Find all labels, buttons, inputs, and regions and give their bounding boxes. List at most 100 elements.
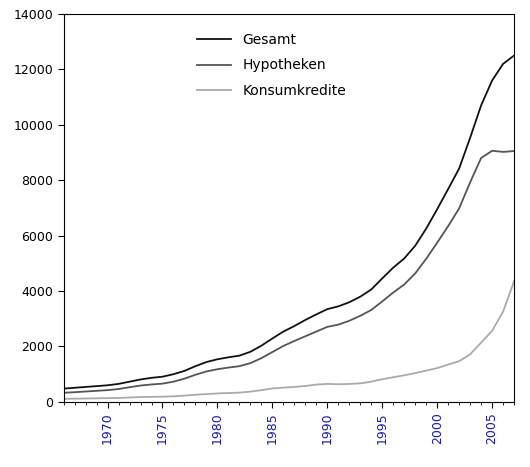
Konsumkredite bbox=[126, 395, 132, 400]
Konsumkredite bbox=[170, 394, 176, 399]
Gesamt bbox=[335, 304, 341, 309]
Gesamt bbox=[357, 294, 364, 299]
Konsumkredite bbox=[313, 382, 320, 388]
Line: Hypotheken: Hypotheken bbox=[64, 151, 514, 393]
Konsumkredite bbox=[137, 394, 144, 400]
Hypotheken bbox=[258, 355, 264, 361]
Hypotheken bbox=[225, 365, 232, 370]
Konsumkredite bbox=[258, 387, 264, 393]
Gesamt bbox=[379, 276, 385, 281]
Hypotheken bbox=[126, 384, 132, 390]
Gesamt bbox=[280, 329, 287, 334]
Hypotheken bbox=[434, 240, 440, 246]
Hypotheken bbox=[357, 313, 364, 318]
Konsumkredite bbox=[192, 392, 199, 397]
Hypotheken bbox=[116, 386, 122, 392]
Gesamt bbox=[170, 371, 176, 377]
Hypotheken bbox=[368, 307, 374, 313]
Gesamt bbox=[160, 374, 166, 380]
Gesamt bbox=[60, 386, 67, 391]
Gesamt bbox=[500, 61, 506, 67]
Hypotheken bbox=[204, 368, 210, 374]
Konsumkredite bbox=[247, 389, 253, 395]
Konsumkredite bbox=[225, 390, 232, 396]
Hypotheken bbox=[181, 376, 188, 382]
Line: Gesamt: Gesamt bbox=[64, 56, 514, 389]
Hypotheken bbox=[313, 329, 320, 334]
Konsumkredite bbox=[401, 373, 408, 378]
Konsumkredite bbox=[93, 396, 100, 401]
Konsumkredite bbox=[434, 365, 440, 371]
Konsumkredite bbox=[104, 396, 111, 401]
Hypotheken bbox=[467, 179, 473, 185]
Konsumkredite bbox=[335, 382, 341, 387]
Hypotheken bbox=[192, 372, 199, 377]
Gesamt bbox=[291, 323, 297, 329]
Hypotheken bbox=[456, 205, 462, 211]
Hypotheken bbox=[335, 322, 341, 327]
Hypotheken bbox=[401, 282, 408, 287]
Hypotheken bbox=[478, 155, 484, 161]
Legend: Gesamt, Hypotheken, Konsumkredite: Gesamt, Hypotheken, Konsumkredite bbox=[197, 33, 346, 98]
Konsumkredite bbox=[72, 396, 78, 402]
Gesamt bbox=[390, 265, 396, 270]
Gesamt bbox=[445, 186, 452, 192]
Hypotheken bbox=[137, 383, 144, 389]
Konsumkredite bbox=[445, 362, 452, 368]
Konsumkredite bbox=[423, 368, 429, 374]
Hypotheken bbox=[423, 256, 429, 262]
Gesamt bbox=[269, 336, 276, 341]
Hypotheken bbox=[324, 324, 331, 330]
Konsumkredite bbox=[379, 376, 385, 382]
Konsumkredite bbox=[116, 395, 122, 401]
Konsumkredite bbox=[390, 375, 396, 380]
Gesamt bbox=[137, 377, 144, 382]
Gesamt bbox=[104, 382, 111, 388]
Konsumkredite bbox=[324, 381, 331, 387]
Gesamt bbox=[126, 379, 132, 384]
Konsumkredite bbox=[236, 390, 243, 396]
Hypotheken bbox=[104, 387, 111, 393]
Konsumkredite bbox=[302, 383, 308, 389]
Gesamt bbox=[181, 368, 188, 374]
Konsumkredite bbox=[280, 385, 287, 390]
Konsumkredite bbox=[489, 328, 496, 333]
Konsumkredite bbox=[82, 396, 89, 401]
Gesamt bbox=[72, 385, 78, 390]
Konsumkredite bbox=[291, 384, 297, 390]
Gesamt bbox=[489, 78, 496, 83]
Gesamt bbox=[214, 356, 220, 362]
Gesamt bbox=[116, 381, 122, 387]
Gesamt bbox=[368, 287, 374, 292]
Konsumkredite bbox=[500, 309, 506, 314]
Konsumkredite bbox=[160, 394, 166, 399]
Hypotheken bbox=[269, 349, 276, 355]
Gesamt bbox=[204, 359, 210, 365]
Gesamt bbox=[313, 311, 320, 317]
Hypotheken bbox=[346, 318, 352, 324]
Hypotheken bbox=[82, 389, 89, 394]
Hypotheken bbox=[93, 388, 100, 394]
Gesamt bbox=[82, 384, 89, 390]
Gesamt bbox=[192, 363, 199, 369]
Gesamt bbox=[148, 375, 155, 381]
Konsumkredite bbox=[269, 386, 276, 391]
Hypotheken bbox=[170, 379, 176, 384]
Hypotheken bbox=[280, 343, 287, 349]
Konsumkredite bbox=[478, 340, 484, 346]
Gesamt bbox=[511, 53, 517, 58]
Hypotheken bbox=[302, 333, 308, 339]
Hypotheken bbox=[511, 148, 517, 154]
Hypotheken bbox=[72, 389, 78, 395]
Gesamt bbox=[401, 255, 408, 261]
Gesamt bbox=[258, 343, 264, 348]
Hypotheken bbox=[214, 367, 220, 372]
Hypotheken bbox=[489, 148, 496, 154]
Gesamt bbox=[236, 353, 243, 359]
Hypotheken bbox=[247, 361, 253, 366]
Gesamt bbox=[247, 349, 253, 354]
Konsumkredite bbox=[511, 278, 517, 284]
Gesamt bbox=[225, 354, 232, 360]
Gesamt bbox=[302, 317, 308, 323]
Gesamt bbox=[467, 135, 473, 141]
